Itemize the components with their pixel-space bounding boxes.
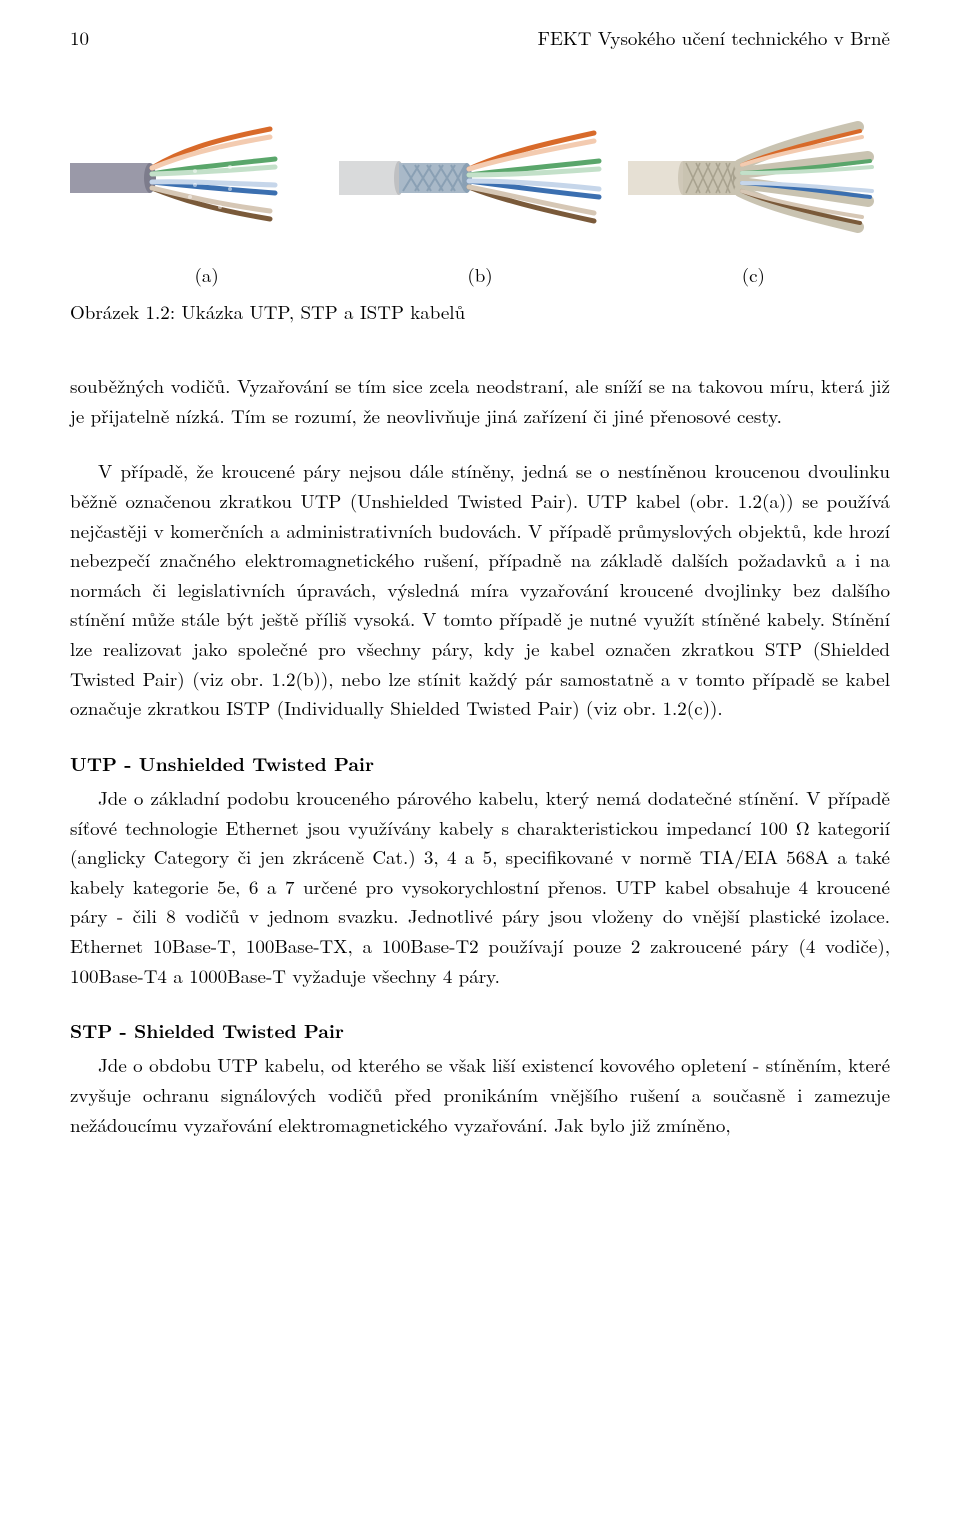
istp-cable-icon [628,111,903,241]
running-title: FEKT Vysokého učení technického v Brně [538,24,890,51]
heading-stp: STP - Shielded Twisted Pair [70,1016,890,1044]
figure-label-a: (a) [70,261,343,288]
figure-label-row: (a) (b) (c) [70,261,890,288]
paragraph-stp: Jde o obdobu UTP kabelu, od kterého se v… [70,1050,890,1139]
paragraph-2: V případě, že kroucené páry nejsou dále … [70,456,890,723]
figure-label-b: (b) [343,261,616,288]
figure-row [70,111,890,241]
figure-a [70,111,325,241]
paragraph-utp: Jde o základní podobu krouceného párovéh… [70,783,890,990]
figure-caption: Obrázek 1.2: Ukázka UTP, STP a ISTP kabe… [70,298,890,325]
figure-label-c: (c) [617,261,890,288]
figure-caption-text: : Ukázka UTP, STP a ISTP kabelů [170,298,465,325]
page: 10 FEKT Vysokého učení technického v Brn… [0,0,960,1519]
stp-cable-icon [339,111,614,241]
figure-caption-prefix: Obrázek 1.2 [70,298,170,325]
page-number: 10 [70,24,89,51]
utp-cable-icon [70,111,325,241]
figure-b [339,111,614,241]
heading-utp: UTP - Unshielded Twisted Pair [70,749,890,777]
figure-c [628,111,903,241]
page-header: 10 FEKT Vysokého učení technického v Brn… [70,24,890,51]
paragraph-1: souběžných vodičů. Vyzařování se tím sic… [70,371,890,430]
